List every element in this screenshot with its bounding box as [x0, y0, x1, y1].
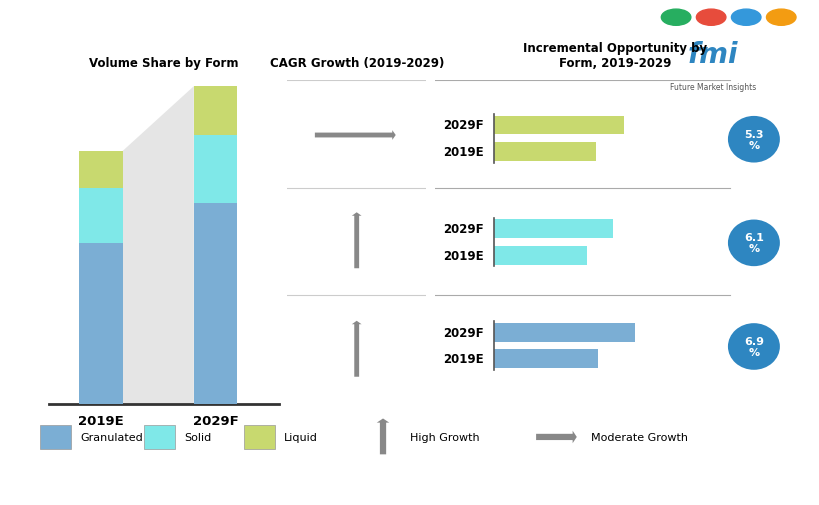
Text: 2029F: 2029F [442, 326, 482, 339]
Bar [79, 152, 123, 188]
Circle shape [727, 117, 779, 163]
Circle shape [661, 10, 690, 26]
Bar [494, 220, 613, 238]
Polygon shape [123, 87, 193, 404]
Text: fmi: fmi [687, 40, 737, 69]
Title: CAGR Growth (2019-2029): CAGR Growth (2019-2029) [269, 57, 443, 70]
Bar [79, 244, 123, 404]
Bar [193, 136, 238, 204]
Circle shape [766, 10, 795, 26]
Bar [494, 246, 586, 265]
Bar [494, 349, 597, 369]
Bar [40, 425, 70, 449]
Text: 2029F: 2029F [442, 223, 482, 236]
Bar [193, 204, 238, 404]
Bar [144, 425, 174, 449]
Text: High Growth: High Growth [410, 432, 479, 442]
Text: Caramel Ingredients Market: Analysis and Forecast by Form: Caramel Ingredients Market: Analysis and… [11, 24, 669, 43]
Text: 2019E: 2019E [442, 146, 482, 159]
Circle shape [695, 10, 725, 26]
Text: Liquid: Liquid [284, 432, 318, 442]
Text: 6.9
%: 6.9 % [743, 336, 763, 357]
Bar [193, 87, 238, 136]
Text: Solid: Solid [184, 432, 211, 442]
Title: Volume Share by Form: Volume Share by Form [89, 57, 238, 70]
Text: Granulated: Granulated [80, 432, 143, 442]
Text: Future Market Insights: Future Market Insights [669, 82, 755, 91]
Circle shape [727, 220, 779, 267]
Bar [79, 188, 123, 244]
Text: 2029F: 2029F [442, 119, 482, 132]
Bar [494, 323, 634, 342]
Bar [244, 425, 274, 449]
Title: Incremental Opportunity by
Form, 2019-2029: Incremental Opportunity by Form, 2019-20… [523, 42, 706, 70]
Bar [494, 116, 623, 135]
Text: Moderate Growth: Moderate Growth [590, 432, 687, 442]
Text: 6.1
%: 6.1 % [743, 233, 763, 254]
Text: Source: Future Market Insights: Source: Future Market Insights [8, 480, 214, 492]
Circle shape [731, 10, 760, 26]
Text: 2019E: 2019E [442, 352, 482, 366]
Text: 2019E: 2019E [442, 249, 482, 262]
Text: 5.3
%: 5.3 % [744, 130, 762, 150]
Circle shape [727, 324, 779, 370]
Bar [494, 143, 595, 162]
